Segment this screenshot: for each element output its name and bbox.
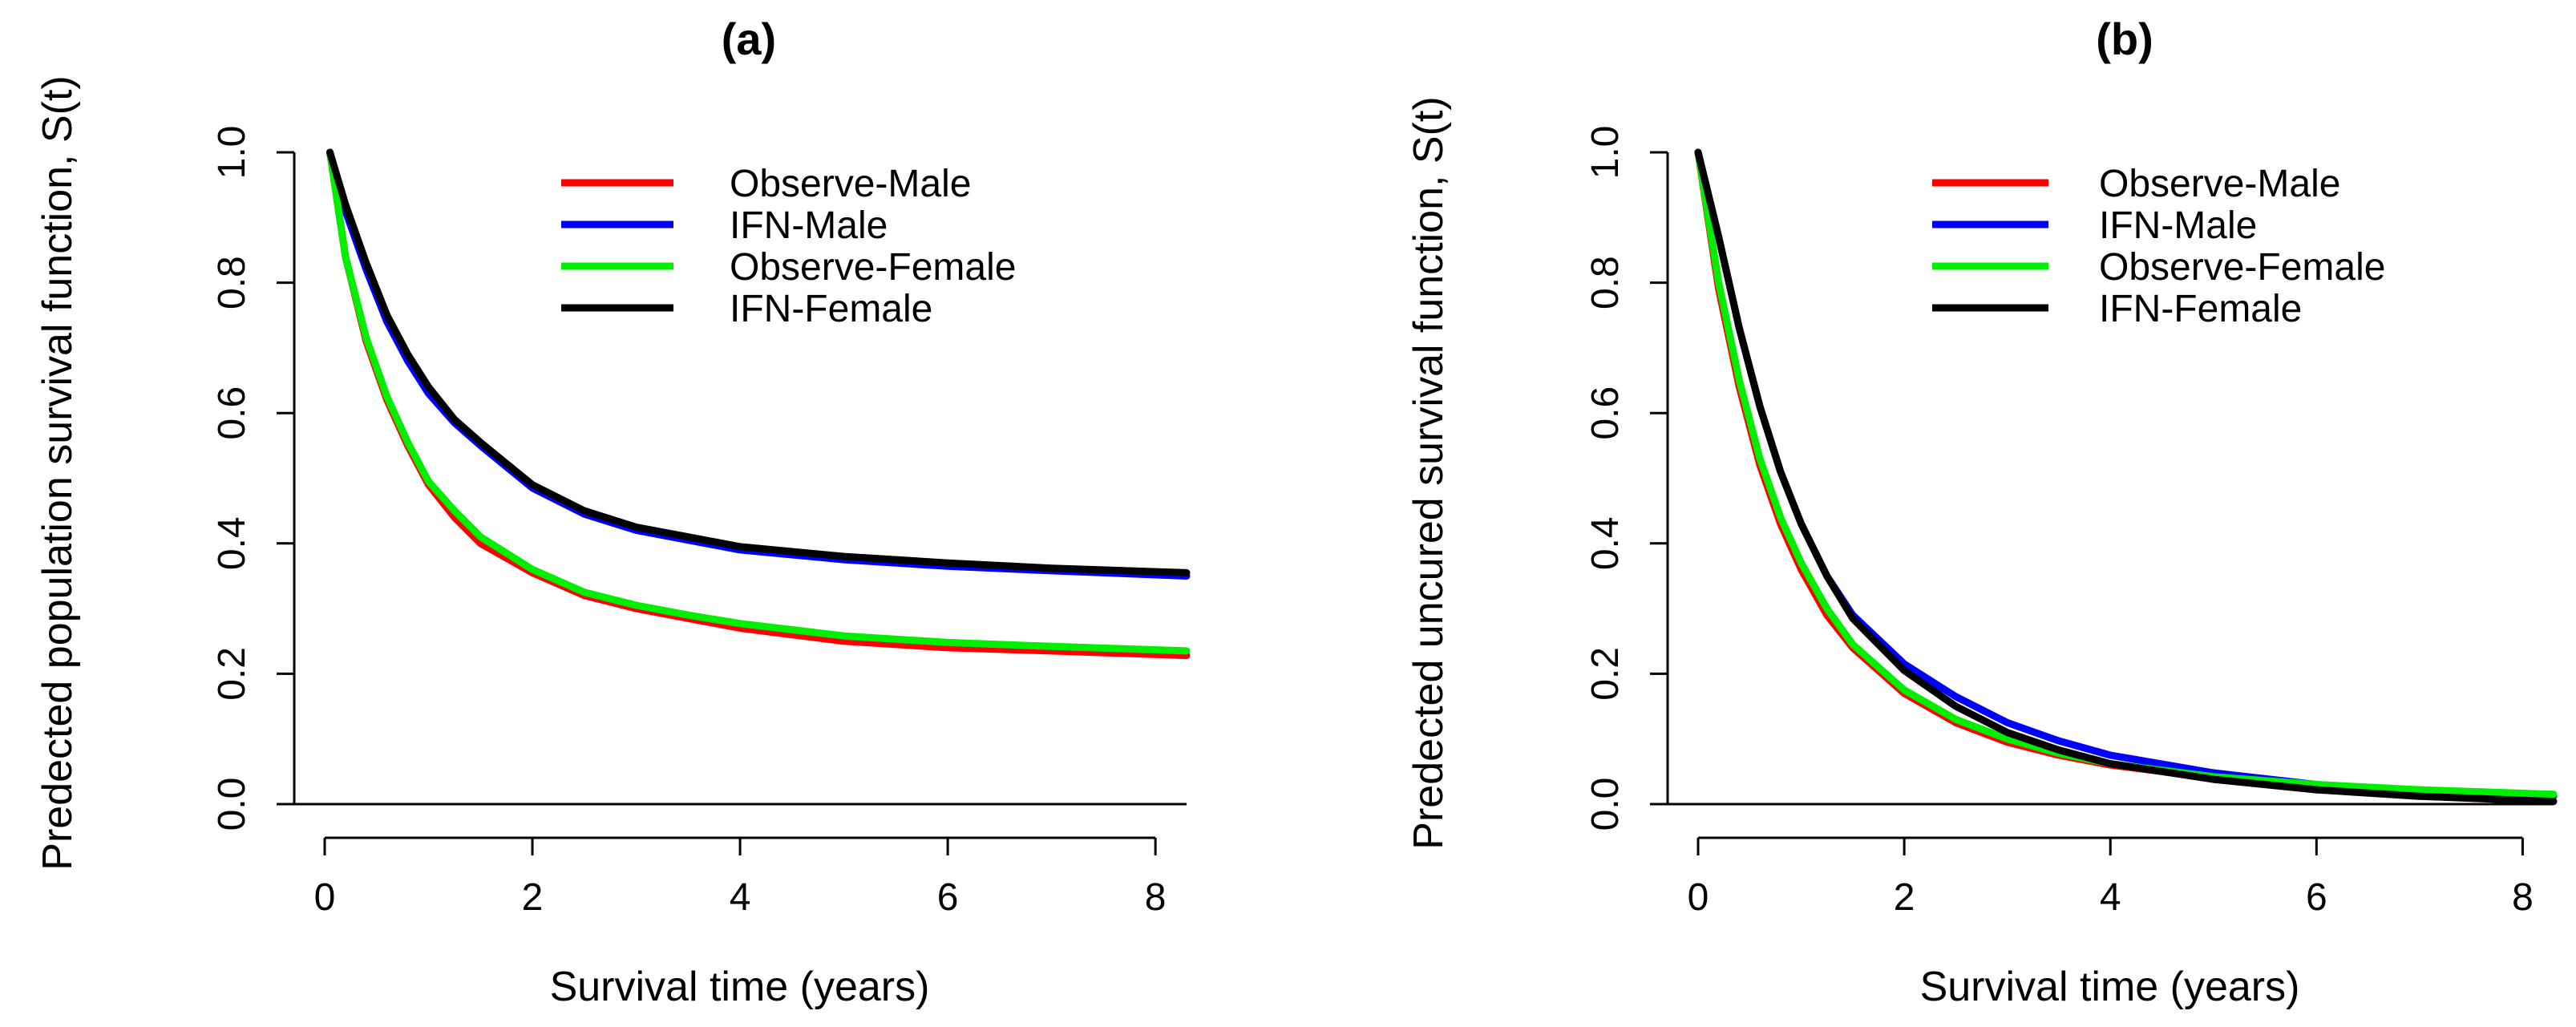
y-tick-label: 0.8 bbox=[211, 256, 253, 309]
y-axis-label: Predected population survival function, … bbox=[34, 75, 81, 870]
legend-label: IFN-Male bbox=[730, 204, 888, 247]
legend-label: IFN-Female bbox=[2099, 288, 2302, 330]
x-tick-label: 6 bbox=[2306, 876, 2327, 919]
x-tick-label: 4 bbox=[2100, 876, 2121, 919]
x-tick-label: 4 bbox=[730, 876, 751, 919]
chart-panel-a: (a) 0.0 0.2 0.4 0.6 0.8 1.0 0 2 4 6 8 Survival time … bbox=[34, 14, 1191, 1010]
x-tick-label: 8 bbox=[2512, 876, 2534, 919]
x-tick-label: 2 bbox=[1894, 876, 1915, 919]
y-tick-label: 0.2 bbox=[211, 647, 253, 701]
y-tick-label: 1.0 bbox=[211, 126, 253, 180]
x-tick-label: 0 bbox=[314, 876, 336, 919]
legend-label: IFN-Female bbox=[730, 288, 932, 330]
chart-title: (a) bbox=[722, 14, 776, 64]
series-line-observe-female bbox=[326, 148, 1191, 655]
legend-label: Observe-Female bbox=[2099, 246, 2385, 289]
legend-label: IFN-Male bbox=[2099, 204, 2257, 247]
legend-label: Observe-Male bbox=[2099, 163, 2340, 205]
x-tick-label: 6 bbox=[937, 876, 959, 919]
y-tick-label: 1.0 bbox=[1584, 126, 1627, 180]
y-tick-label: 0.4 bbox=[211, 516, 253, 570]
x-axis-label: Survival time (years) bbox=[550, 964, 930, 1010]
x-tick-label: 2 bbox=[522, 876, 544, 919]
legend-label: Observe-Male bbox=[730, 163, 971, 205]
x-axis-label: Survival time (years) bbox=[1920, 964, 2300, 1010]
y-tick-label: 0.6 bbox=[1584, 386, 1627, 440]
series-line-ifn-female bbox=[326, 148, 1191, 576]
x-tick-label: 8 bbox=[1145, 876, 1167, 919]
y-tick-label: 0.0 bbox=[211, 778, 253, 831]
legend-label: Observe-Female bbox=[730, 246, 1016, 289]
chart-panel-b: (b) 0.0 0.2 0.4 0.6 0.8 1.0 0 2 4 6 8 Survival time … bbox=[1405, 14, 2558, 1010]
series-line-ifn-female bbox=[1694, 148, 2558, 806]
x-tick-label: 0 bbox=[1688, 876, 1709, 919]
y-tick-label: 0.2 bbox=[1584, 647, 1627, 701]
y-tick-label: 0.0 bbox=[1584, 778, 1627, 831]
chart-title: (b) bbox=[2096, 14, 2153, 64]
y-tick-label: 0.4 bbox=[1584, 516, 1627, 570]
y-axis-label: Predected uncured survival function, S(t… bbox=[1405, 96, 1452, 849]
y-tick-label: 0.6 bbox=[211, 386, 253, 440]
y-tick-label: 0.8 bbox=[1584, 256, 1627, 309]
